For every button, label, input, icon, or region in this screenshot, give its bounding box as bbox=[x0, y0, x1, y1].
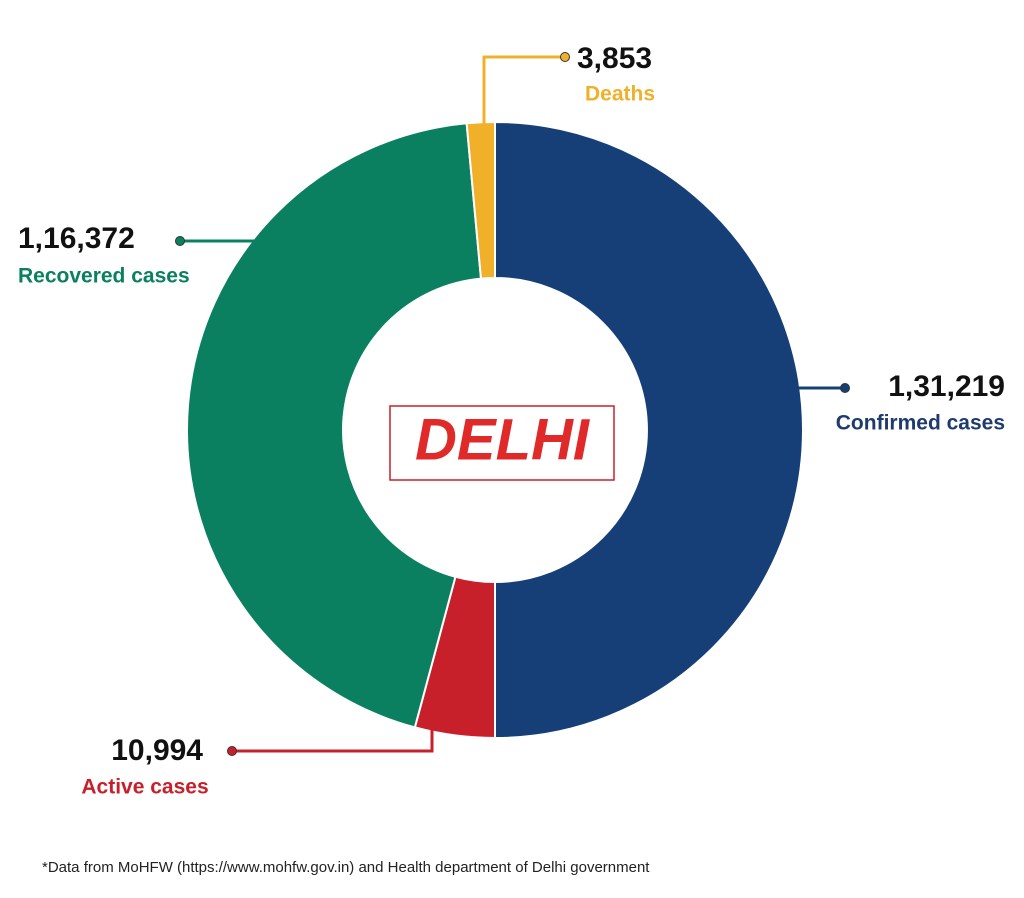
value-label: 3,853 bbox=[577, 42, 652, 75]
category-label: Active cases bbox=[81, 776, 208, 799]
donut-segment bbox=[186, 122, 483, 729]
center-label: DELHI bbox=[415, 407, 591, 472]
value-label: 10,994 bbox=[111, 734, 203, 767]
leader-dot bbox=[840, 383, 850, 393]
category-label: Deaths bbox=[585, 83, 655, 106]
category-label: Recovered cases bbox=[18, 265, 190, 288]
donut-segment bbox=[494, 120, 804, 740]
leader-dot bbox=[560, 52, 570, 62]
value-label: 1,31,219 bbox=[888, 370, 1005, 403]
footnote: *Data from MoHFW (https://www.mohfw.gov.… bbox=[42, 859, 650, 876]
category-label: Confirmed cases bbox=[836, 412, 1005, 435]
leader-dot bbox=[227, 746, 237, 756]
donut-segment bbox=[465, 120, 496, 280]
leader-line bbox=[482, 55, 565, 180]
center-badge bbox=[389, 405, 615, 481]
leader-line bbox=[232, 708, 434, 753]
value-label: 1,16,372 bbox=[18, 222, 135, 255]
leader-dot bbox=[175, 236, 185, 246]
